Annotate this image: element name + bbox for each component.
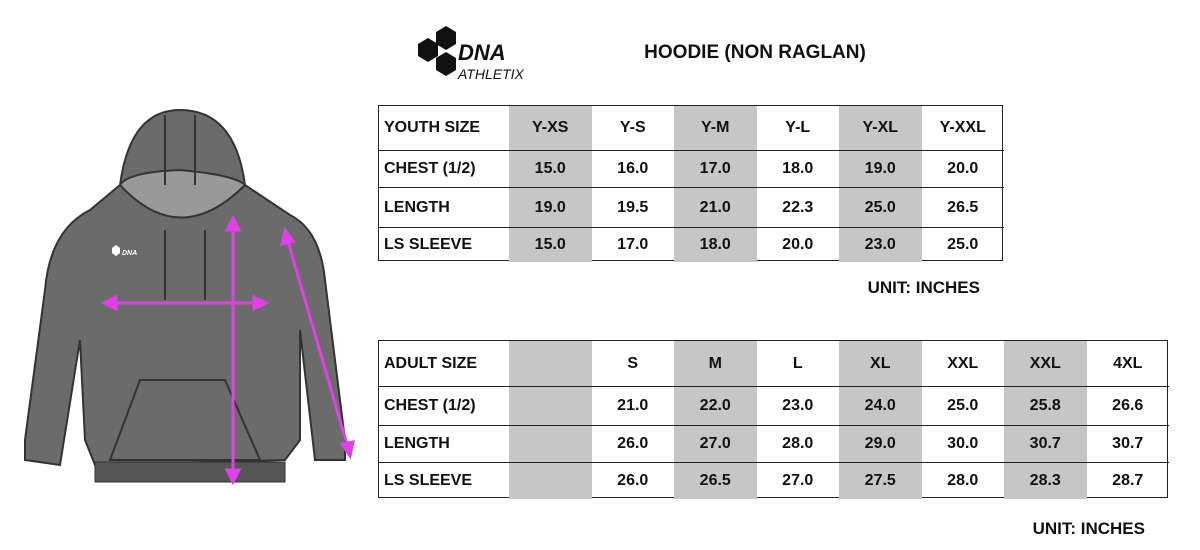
table-cell: LS SLEEVE [384, 236, 473, 253]
table-cell: LENGTH [379, 188, 509, 228]
table-cell: 25.0 [839, 188, 922, 228]
table-cell: 26.0 [591, 426, 674, 463]
table-cell: 22.3 [756, 188, 839, 228]
table-cell: 30.7 [1086, 426, 1169, 463]
hoodie-body [24, 108, 346, 467]
table-cell: 28.0 [947, 472, 979, 489]
table-cell [509, 426, 592, 463]
table-cell: 29.0 [839, 426, 922, 463]
table-cell [509, 463, 592, 499]
table-cell: 25.0 [947, 236, 979, 253]
table-cell: 27.0 [674, 426, 757, 463]
header-cell: Y-M [674, 106, 757, 151]
logo-name: DNA [458, 40, 506, 65]
table-cell: 30.0 [921, 426, 1004, 463]
waistband [94, 461, 286, 483]
table-cell: 24.0 [839, 387, 922, 426]
header-cell: XL [839, 341, 922, 387]
table-cell: LS SLEEVE [384, 472, 473, 489]
table-cell: CHEST (1/2) [379, 151, 509, 188]
logo-tagline: ATHLETIX [457, 66, 525, 82]
table-cell: 19.0 [839, 151, 922, 188]
table-cell: 21.0 [674, 188, 757, 228]
hood-lining [118, 168, 247, 219]
hoodie-illustration: DNA [24, 108, 355, 486]
table-cell: 20.0 [782, 236, 814, 253]
table-cell: 18.0 [674, 228, 757, 262]
table-cell: 16.0 [591, 151, 674, 188]
logo: DNA ATHLETIX [418, 26, 525, 82]
table-cell: 22.0 [674, 387, 757, 426]
header-cell: XXL [1004, 341, 1087, 387]
table-cell: 27.0 [782, 472, 814, 489]
measure-arrows [100, 214, 355, 486]
header-cell: Y-L [756, 106, 839, 151]
unit-note: UNIT: INCHES [867, 278, 980, 297]
header-cell: Y-S [591, 106, 674, 151]
table-cell: 26.0 [617, 472, 649, 489]
header-cell: Y-XXL [921, 106, 1004, 151]
table-cell: 28.3 [1004, 463, 1087, 499]
table-cell: 30.7 [1004, 426, 1087, 463]
chest-logo-text: DNA [122, 250, 137, 257]
table-cell: 26.5 [921, 188, 1004, 228]
page-title: HOODIE (NON RAGLAN) [644, 42, 866, 63]
table-cell: 28.7 [1112, 472, 1144, 489]
header-cell: ADULT SIZE [379, 341, 509, 387]
table-cell: 26.6 [1086, 387, 1169, 426]
header-cell [509, 341, 592, 387]
table-cell: 18.0 [756, 151, 839, 188]
table-cell: LENGTH [379, 426, 509, 463]
size-table: YOUTH SIZE Y-XS Y-S Y-M Y-L Y-XL Y-XXL CHEST (1… [378, 105, 1004, 262]
pocket [108, 379, 262, 461]
table-cell: 27.5 [839, 463, 922, 499]
header-cell: S [591, 341, 674, 387]
header-cell: XXL [921, 341, 1004, 387]
table-cell: 28.0 [756, 426, 839, 463]
table-cell: 21.0 [591, 387, 674, 426]
table-cell: 17.0 [617, 236, 649, 253]
table-cell: 19.5 [591, 188, 674, 228]
chest-logo-hex [112, 245, 120, 256]
table-cell: CHEST (1/2) [379, 387, 509, 426]
header-cell: L [756, 341, 839, 387]
unit-note: UNIT: INCHES [1032, 519, 1145, 538]
table-cell: 20.0 [921, 151, 1004, 188]
table-cell: 26.5 [674, 463, 757, 499]
header-cell: M [674, 341, 757, 387]
size-table: ADULT SIZE S M L XL XXL XXL 4XL CHEST (1/2) 21.0 2… [378, 340, 1169, 499]
header-cell: 4XL [1086, 341, 1169, 387]
table-cell: 25.8 [1004, 387, 1087, 426]
header-cell: Y-XL [839, 106, 922, 151]
header-cell: Y-XS [509, 106, 592, 151]
hood-seams [164, 115, 206, 300]
header-cell: YOUTH SIZE [379, 106, 509, 151]
table-cell [509, 387, 592, 426]
table-cell: 25.0 [921, 387, 1004, 426]
table-cell: 15.0 [509, 151, 592, 188]
table-cell: 23.0 [839, 228, 922, 262]
table-cell: 19.0 [509, 188, 592, 228]
table-cell: 17.0 [674, 151, 757, 188]
table-cell: 15.0 [509, 228, 592, 262]
table-cell: 23.0 [756, 387, 839, 426]
